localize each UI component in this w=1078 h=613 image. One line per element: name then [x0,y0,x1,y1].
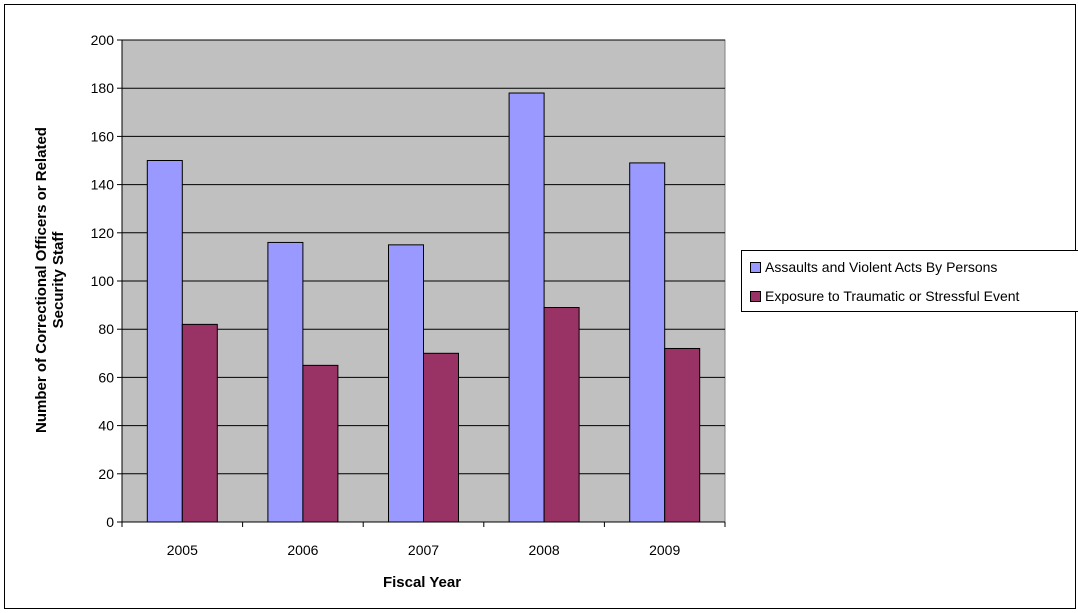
bar-exposure-2007 [423,352,459,523]
legend-item-assaults: Assaults and Violent Acts By Persons [750,257,997,277]
legend-item-exposure: Exposure to Traumatic or Stressful Event [750,286,1019,306]
y-tick-label-160: 160 [91,128,115,144]
y-tick-label-0: 0 [106,514,114,530]
y-tick-label-60: 60 [98,369,114,385]
y-tick-label-120: 120 [91,225,115,241]
bar-assaults-2006 [267,241,304,523]
y-axis-title-line2: Security Staff [50,231,67,329]
legend-swatch-exposure [750,290,761,302]
y-tick-labels: 0 20 40 60 80 100 120 140 160 180 200 [91,32,115,530]
bar-assaults-2007 [388,244,424,523]
x-tick-label-2006: 2006 [287,542,318,558]
bar-exposure-2005 [181,323,218,523]
x-axis-title: Fiscal Year [383,574,461,591]
legend-label-assaults: Assaults and Violent Acts By Persons [765,259,998,275]
y-tick-label-140: 140 [91,177,115,193]
legend-label-exposure: Exposure to Traumatic or Stressful Event [765,288,1020,304]
y-tick-label-200: 200 [91,32,115,48]
x-tick-label-2007: 2007 [408,542,439,558]
y-tick-label-80: 80 [98,321,114,337]
bar-assaults-2005 [146,160,183,523]
y-tick-label-100: 100 [91,273,115,289]
y-tick-label-40: 40 [98,418,114,434]
x-tick-label-2008: 2008 [529,542,560,558]
axes [117,39,726,527]
bar-exposure-2006 [302,364,339,523]
x-tick-label-2005: 2005 [167,542,198,558]
y-axis-title-line1: Number of Correctional Officers or Relat… [33,127,50,433]
legend: Assaults and Violent Acts By Persons Exp… [741,250,1078,312]
x-tick-label-2009: 2009 [649,542,680,558]
y-tick-label-180: 180 [91,80,115,96]
bar-assaults-2009 [629,162,666,523]
legend-swatch-assaults [750,261,761,273]
bar-exposure-2009 [664,347,701,523]
x-tick-labels: 2005 2006 2007 2008 2009 [167,542,681,558]
bar-exposure-2008 [543,307,580,523]
y-tick-label-20: 20 [98,466,114,482]
bar-assaults-2008 [508,92,545,523]
